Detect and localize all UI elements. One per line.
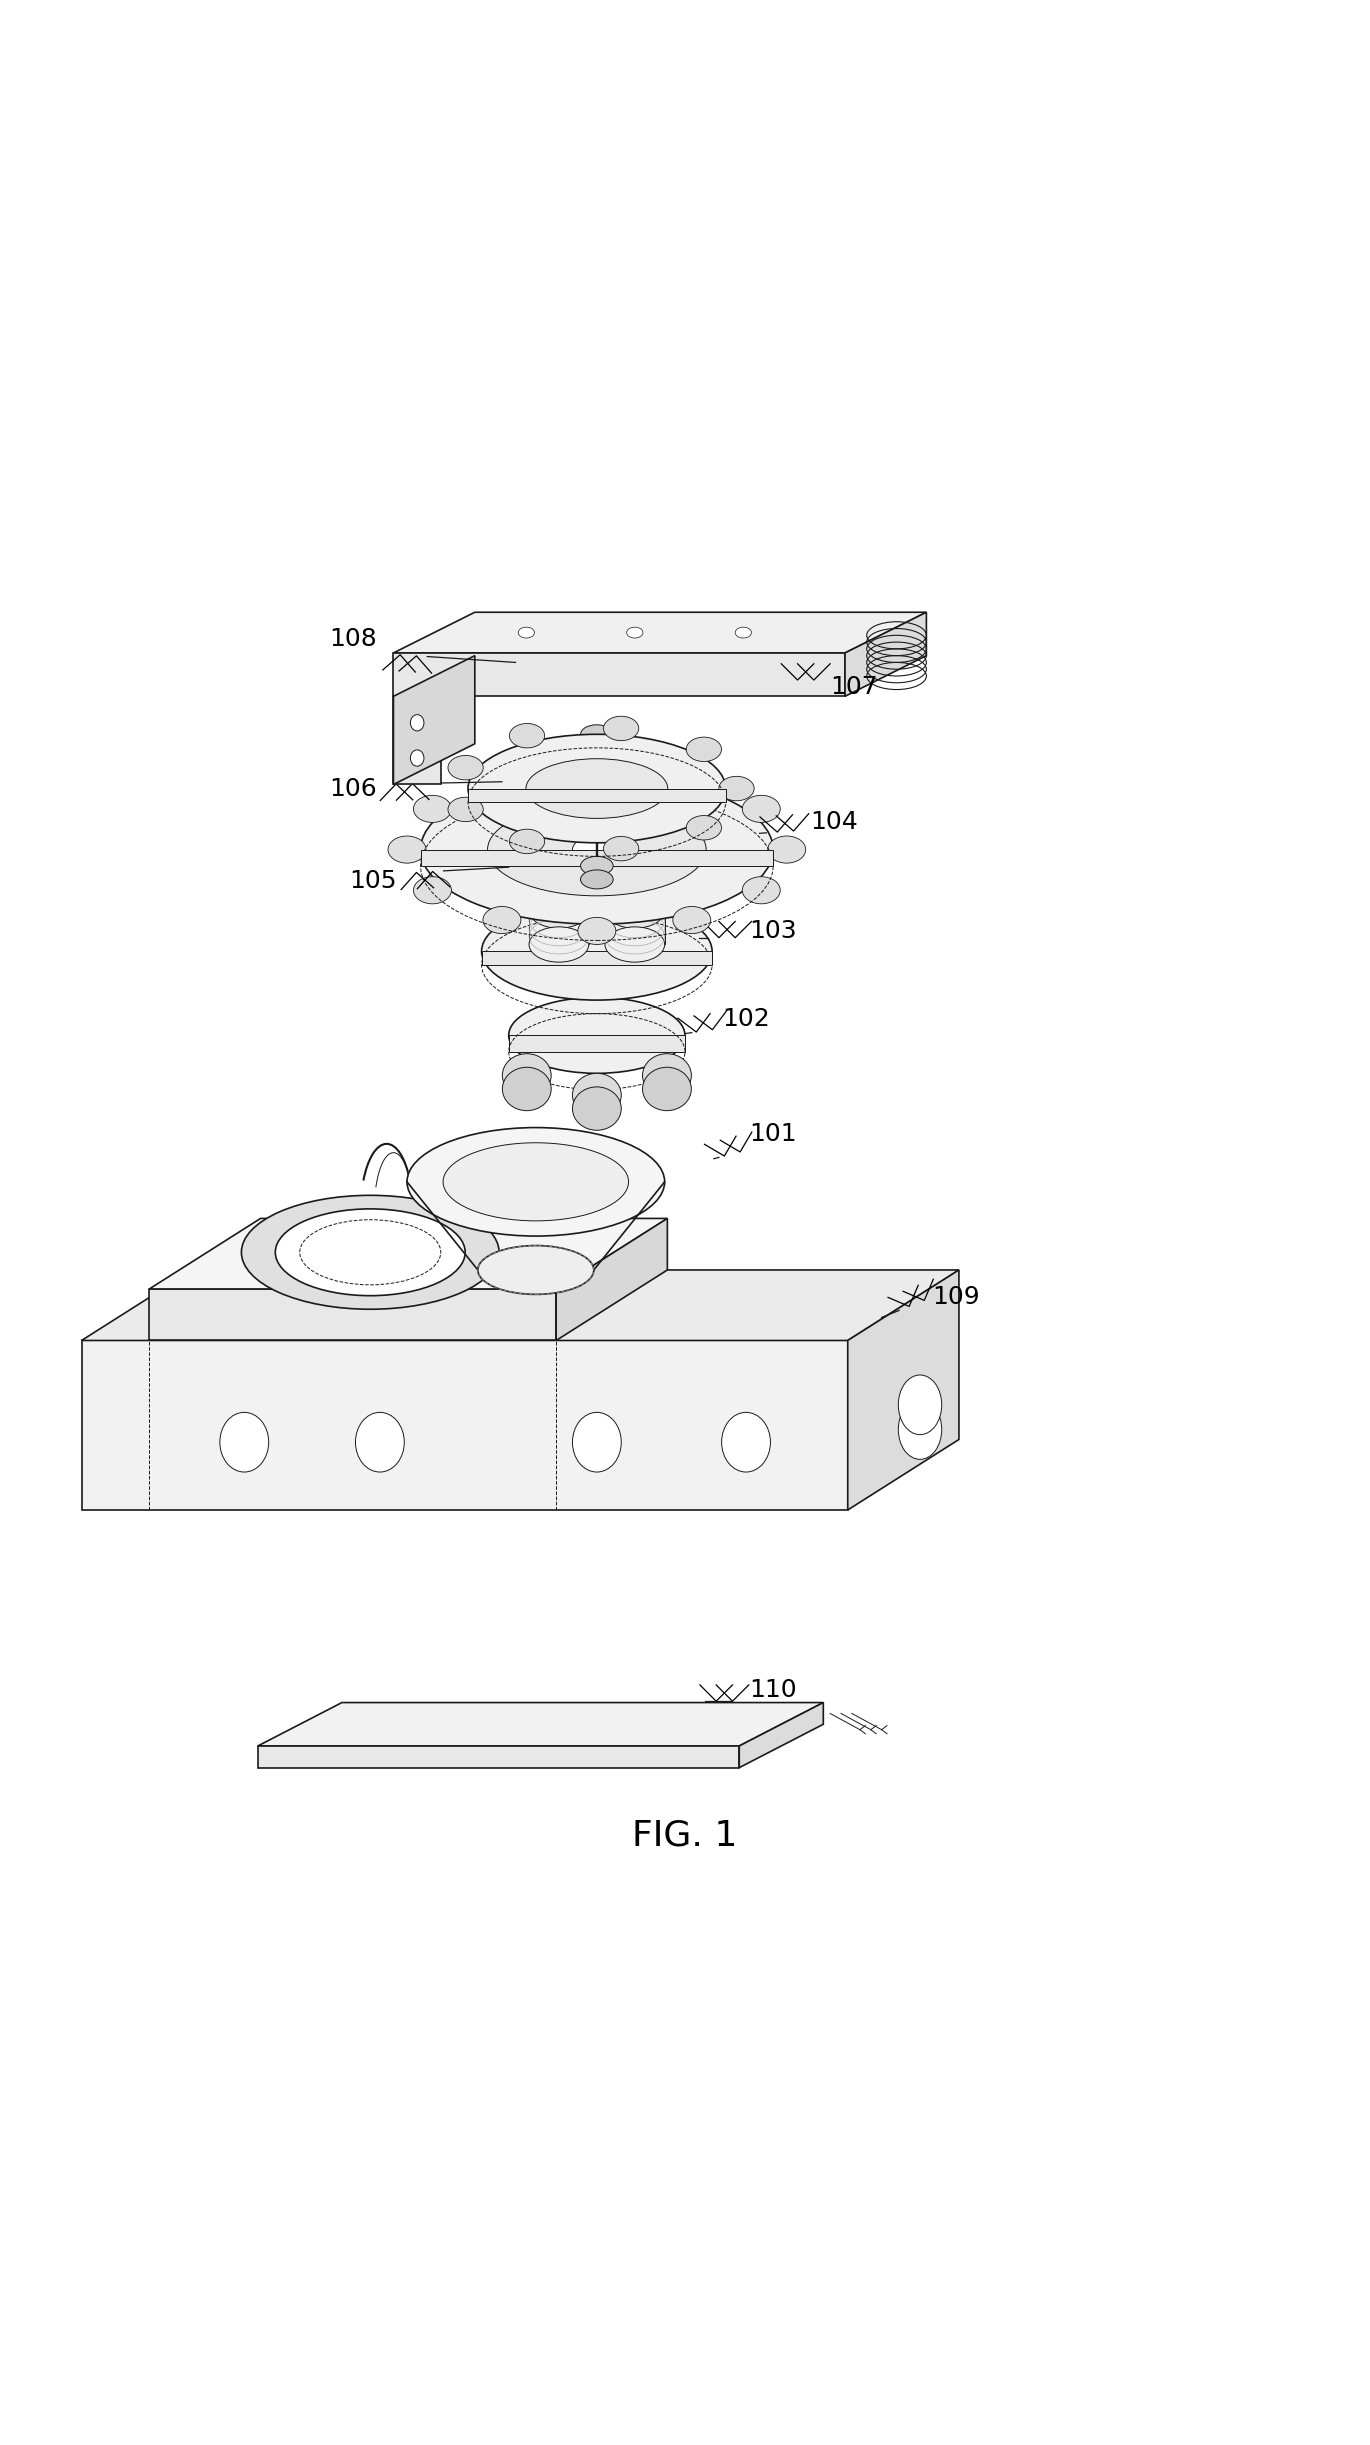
- Ellipse shape: [478, 1245, 593, 1293]
- Ellipse shape: [448, 756, 484, 780]
- Ellipse shape: [673, 907, 711, 934]
- Text: 103: 103: [749, 919, 797, 944]
- Polygon shape: [393, 697, 441, 785]
- Text: 101: 101: [749, 1122, 797, 1147]
- Polygon shape: [393, 653, 845, 697]
- Polygon shape: [848, 1269, 959, 1511]
- Polygon shape: [393, 655, 475, 785]
- Ellipse shape: [643, 1054, 692, 1098]
- Ellipse shape: [219, 1413, 269, 1472]
- Ellipse shape: [899, 1399, 941, 1460]
- Text: FIG. 1: FIG. 1: [633, 1819, 737, 1853]
- Ellipse shape: [743, 878, 781, 905]
- Ellipse shape: [606, 927, 664, 963]
- Ellipse shape: [767, 836, 806, 863]
- Ellipse shape: [414, 878, 452, 905]
- Polygon shape: [82, 1340, 848, 1511]
- Ellipse shape: [603, 716, 638, 741]
- Ellipse shape: [606, 892, 664, 929]
- Ellipse shape: [421, 775, 773, 924]
- Polygon shape: [469, 790, 726, 802]
- Ellipse shape: [573, 1088, 621, 1130]
- Text: 108: 108: [329, 628, 377, 650]
- Ellipse shape: [526, 758, 667, 819]
- Ellipse shape: [388, 836, 426, 863]
- Ellipse shape: [722, 1413, 770, 1472]
- Ellipse shape: [736, 628, 752, 638]
- Ellipse shape: [529, 892, 589, 929]
- Polygon shape: [82, 1269, 959, 1340]
- Text: 109: 109: [933, 1286, 980, 1308]
- Text: 107: 107: [830, 675, 878, 699]
- Polygon shape: [845, 611, 926, 697]
- Ellipse shape: [573, 836, 621, 863]
- Ellipse shape: [414, 795, 452, 822]
- Ellipse shape: [411, 751, 423, 765]
- Polygon shape: [508, 1034, 685, 1051]
- Ellipse shape: [578, 756, 616, 782]
- Ellipse shape: [686, 817, 722, 841]
- Ellipse shape: [573, 1413, 621, 1472]
- Ellipse shape: [581, 870, 614, 890]
- Ellipse shape: [899, 1374, 941, 1435]
- Ellipse shape: [484, 907, 521, 934]
- Ellipse shape: [407, 1127, 664, 1237]
- Ellipse shape: [241, 1196, 499, 1308]
- Ellipse shape: [355, 1413, 404, 1472]
- Text: 105: 105: [349, 868, 397, 892]
- Ellipse shape: [743, 795, 781, 822]
- Ellipse shape: [686, 736, 722, 760]
- Ellipse shape: [488, 804, 706, 895]
- Text: 106: 106: [329, 778, 377, 800]
- Ellipse shape: [508, 998, 685, 1073]
- Ellipse shape: [673, 765, 711, 792]
- Polygon shape: [740, 1702, 823, 1768]
- Text: 102: 102: [722, 1007, 770, 1032]
- Polygon shape: [258, 1702, 823, 1746]
- Ellipse shape: [518, 628, 534, 638]
- Ellipse shape: [573, 1073, 621, 1117]
- Ellipse shape: [443, 1142, 629, 1220]
- Ellipse shape: [503, 1068, 551, 1110]
- Polygon shape: [149, 1289, 556, 1340]
- Ellipse shape: [469, 734, 726, 844]
- Text: 110: 110: [749, 1677, 797, 1702]
- Ellipse shape: [581, 856, 614, 875]
- Polygon shape: [556, 1218, 667, 1340]
- Ellipse shape: [578, 917, 616, 944]
- Ellipse shape: [643, 1068, 692, 1110]
- Polygon shape: [482, 951, 712, 966]
- Ellipse shape: [581, 724, 614, 743]
- Ellipse shape: [275, 1208, 466, 1296]
- Polygon shape: [258, 1746, 740, 1768]
- Text: 104: 104: [810, 809, 858, 834]
- Ellipse shape: [448, 797, 484, 822]
- Ellipse shape: [626, 628, 643, 638]
- Ellipse shape: [510, 724, 545, 748]
- Ellipse shape: [529, 927, 589, 963]
- Polygon shape: [149, 1218, 667, 1289]
- Ellipse shape: [603, 836, 638, 861]
- Ellipse shape: [484, 765, 521, 792]
- Ellipse shape: [503, 1054, 551, 1098]
- Ellipse shape: [719, 778, 754, 802]
- Polygon shape: [421, 848, 773, 866]
- Ellipse shape: [411, 714, 423, 731]
- Ellipse shape: [510, 829, 545, 853]
- Polygon shape: [393, 611, 926, 653]
- Ellipse shape: [482, 902, 712, 1000]
